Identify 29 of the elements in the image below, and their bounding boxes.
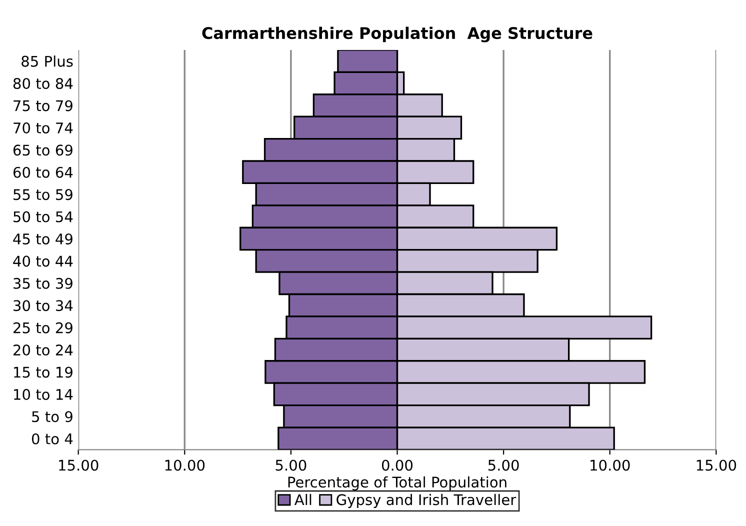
x-tick-label: 10.00 bbox=[165, 460, 205, 471]
y-tick-label: 45 to 49 bbox=[13, 233, 72, 244]
y-tick-label: 85 Plus bbox=[22, 56, 73, 67]
y-tick-label: 0 to 4 bbox=[32, 433, 73, 444]
y-tick-label: 15 to 19 bbox=[14, 366, 72, 378]
legend-label: Gypsy and Irish Traveller bbox=[336, 494, 516, 508]
y-tick-label: 75 to 79 bbox=[14, 100, 72, 112]
x-tick-label: 0.00 bbox=[382, 460, 413, 471]
x-tick-label: 15.00 bbox=[696, 460, 736, 471]
y-tick-label: 35 to 39 bbox=[14, 278, 72, 289]
y-tick-label: 65 to 69 bbox=[13, 144, 72, 156]
y-tick-label: 25 to 29 bbox=[14, 322, 72, 334]
y-tick-label: 55 to 59 bbox=[14, 189, 72, 200]
y-tick-label: 50 to 54 bbox=[14, 211, 73, 222]
x-tick-label: 15.00 bbox=[59, 460, 98, 471]
y-tick-label: 80 to 84 bbox=[13, 78, 73, 90]
x-tick-label: 10.00 bbox=[590, 460, 630, 471]
y-tick-label: 5 to 9 bbox=[32, 411, 72, 422]
legend-label: All bbox=[294, 494, 312, 505]
y-tick-label: 60 to 64 bbox=[13, 166, 73, 178]
y-tick-label: 20 to 24 bbox=[14, 344, 73, 356]
y-tick-label: 40 to 44 bbox=[13, 256, 73, 267]
x-tick-label: 5.00 bbox=[276, 460, 306, 471]
y-tick-label: 30 to 34 bbox=[14, 300, 73, 312]
x-axis-title: Percentage of Total Population bbox=[288, 476, 506, 490]
chart-title: Carmarthenshire Population Age Structure bbox=[202, 26, 592, 42]
x-tick-label: 5.00 bbox=[488, 460, 519, 471]
y-tick-label: 10 to 14 bbox=[14, 388, 73, 400]
y-tick-label: 70 to 74 bbox=[14, 122, 73, 134]
